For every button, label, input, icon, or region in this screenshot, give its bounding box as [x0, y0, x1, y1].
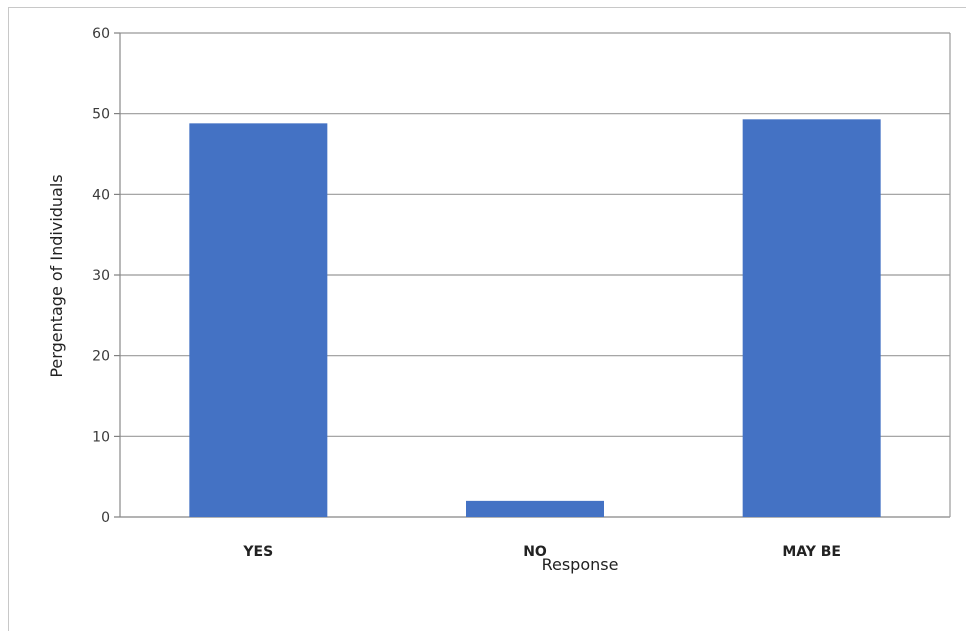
bar-no [466, 500, 604, 517]
y-tick-label-10: 10 [92, 429, 110, 445]
y-tick-label-60: 60 [92, 26, 110, 42]
bars [189, 119, 881, 518]
y-tick-label-30: 30 [92, 268, 110, 284]
bar-yes [189, 123, 328, 517]
y-tick-label-50: 50 [92, 107, 110, 123]
chart-frame [8, 7, 966, 631]
y-tick-label-20: 20 [92, 349, 110, 365]
y-tick-label-0: 0 [101, 510, 110, 526]
x-tick-label-yes: YES [242, 544, 273, 560]
x-tick-label-may-be: MAY BE [782, 544, 841, 560]
bar-may-be [742, 119, 881, 518]
x-axis-title: Response [542, 555, 619, 574]
x-tick-label-no: NO [523, 544, 547, 560]
y-tick-label-40: 40 [92, 187, 110, 203]
axes: 0 10 20 30 40 50 60 YES NO MAY BE [92, 26, 841, 560]
y-axis-title: Pergentage of Individuals [47, 174, 66, 377]
